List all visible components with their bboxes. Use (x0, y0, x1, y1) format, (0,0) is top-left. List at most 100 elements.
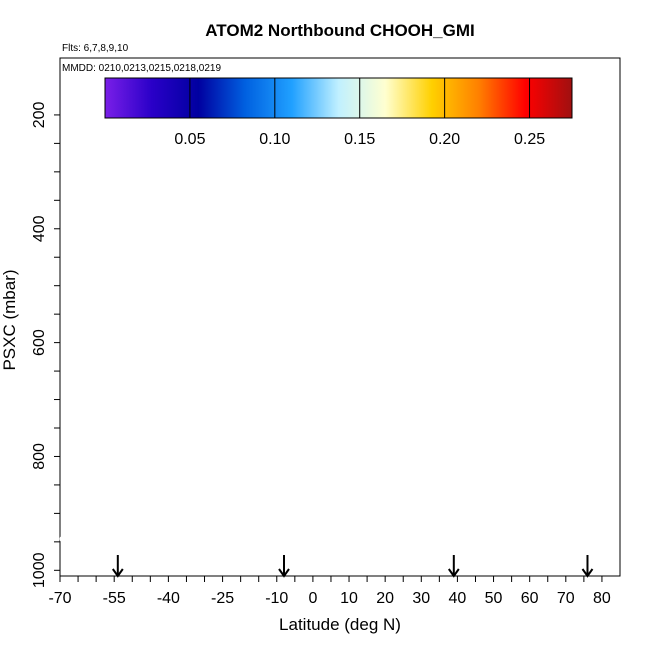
observation-point (597, 330, 606, 339)
observation-point (363, 560, 372, 569)
colorbar-ticks: 0.05 0.10 0.15 0.20 0.25 (174, 78, 545, 148)
observation-point (500, 535, 509, 543)
x-axis-label: Latitude (deg N) (279, 615, 401, 634)
x-tick-label: 0 (308, 590, 317, 607)
observation-point (453, 293, 462, 302)
observation-point (240, 560, 249, 569)
observation-point (496, 344, 505, 353)
observation-point (146, 147, 155, 156)
y-tick-label: 800 (31, 443, 48, 470)
observation-point (532, 535, 541, 543)
x-tick-label: -10 (265, 590, 288, 607)
observation-point (384, 563, 393, 572)
colorbar-tick-label: 0.05 (174, 131, 205, 148)
observation-point (290, 276, 299, 284)
observation-point (84, 116, 93, 125)
observation-point (428, 284, 437, 293)
y-tick-label: 600 (31, 329, 48, 356)
flight-arrows (111, 555, 594, 578)
observation-point (438, 560, 447, 569)
observation-point (283, 128, 292, 136)
observation-point (550, 253, 559, 262)
observation-point (471, 193, 480, 202)
observation-point (70, 247, 79, 256)
observation-point (258, 125, 267, 134)
observation-point (269, 119, 278, 128)
observation-point (207, 128, 216, 136)
observation-point (106, 224, 115, 233)
observation-point (70, 535, 79, 543)
observation-point (417, 119, 426, 128)
observation-point (316, 276, 325, 284)
x-tick-label: -70 (48, 590, 71, 607)
observation-point (175, 147, 184, 156)
x-tick-label: 10 (340, 590, 358, 607)
y-tick-label: 400 (31, 215, 48, 242)
observation-point (160, 147, 169, 156)
flight-arrow-head (447, 568, 460, 578)
y-axis: 200 400 600 800 1000 (31, 101, 60, 588)
observation-point (558, 369, 567, 378)
observation-point (529, 298, 538, 307)
observation-point (532, 193, 541, 202)
x-axis: -70 -55 -40 -25 -10 0 10 20 30 40 50 60 70 80 (48, 576, 611, 607)
flight-arrow-head (111, 568, 124, 578)
observation-point (381, 125, 390, 134)
observation-point (193, 315, 202, 324)
observation-point (330, 563, 339, 572)
x-tick-label: 40 (449, 590, 467, 607)
observation-point (66, 128, 75, 136)
observation-point (550, 230, 559, 239)
observation-point (576, 298, 585, 307)
observation-point (363, 276, 372, 284)
observation-point (337, 310, 346, 319)
observation-point (373, 139, 382, 148)
plot-area (59, 57, 621, 578)
colorbar-tick-label: 0.25 (514, 131, 545, 148)
colorbar-gradient (104, 77, 573, 119)
colorbar-tick-label: 0.20 (429, 131, 460, 148)
x-tick-label: 50 (485, 590, 503, 607)
observation-point (92, 264, 101, 273)
observation-point (489, 193, 498, 202)
observation-point (243, 125, 252, 134)
observation-point (507, 298, 516, 307)
observation-point (139, 270, 148, 279)
observation-point (84, 535, 93, 543)
observation-point (576, 136, 585, 145)
observation-point (214, 139, 223, 148)
observation-point (301, 156, 310, 165)
observation-point (467, 563, 476, 572)
observation-point (211, 256, 220, 265)
colorbar-tick-label: 0.10 (259, 131, 290, 148)
observation-point (63, 290, 72, 299)
observation-point (178, 563, 187, 572)
observation-point (395, 136, 404, 145)
observation-point (355, 304, 364, 313)
x-tick-label: -40 (157, 590, 180, 607)
observation-point (579, 219, 588, 228)
chart-title: ATOM2 Northbound CHOOH_GMI (205, 21, 474, 40)
x-tick-label: 70 (557, 590, 575, 607)
colorbar-tick-label: 0.15 (344, 131, 375, 148)
observation-point (457, 213, 466, 222)
observation-point (514, 193, 523, 202)
observation-point (438, 241, 447, 250)
observation-point (525, 287, 534, 296)
observation-point (59, 535, 68, 543)
observation-point (514, 341, 523, 350)
observation-point (348, 139, 357, 148)
observation-point (569, 543, 578, 552)
observation-point (261, 290, 270, 299)
observation-point (84, 236, 93, 245)
x-tick-label: 20 (376, 590, 394, 607)
observation-point (298, 324, 307, 333)
observation-point (74, 270, 83, 279)
observation-point (406, 247, 415, 256)
observation-point (298, 557, 307, 566)
observation-point (540, 338, 549, 347)
flights-note: Flts: 6,7,8,9,10 (62, 43, 129, 54)
observation-point (597, 159, 606, 168)
flight-arrow-head (278, 568, 290, 578)
